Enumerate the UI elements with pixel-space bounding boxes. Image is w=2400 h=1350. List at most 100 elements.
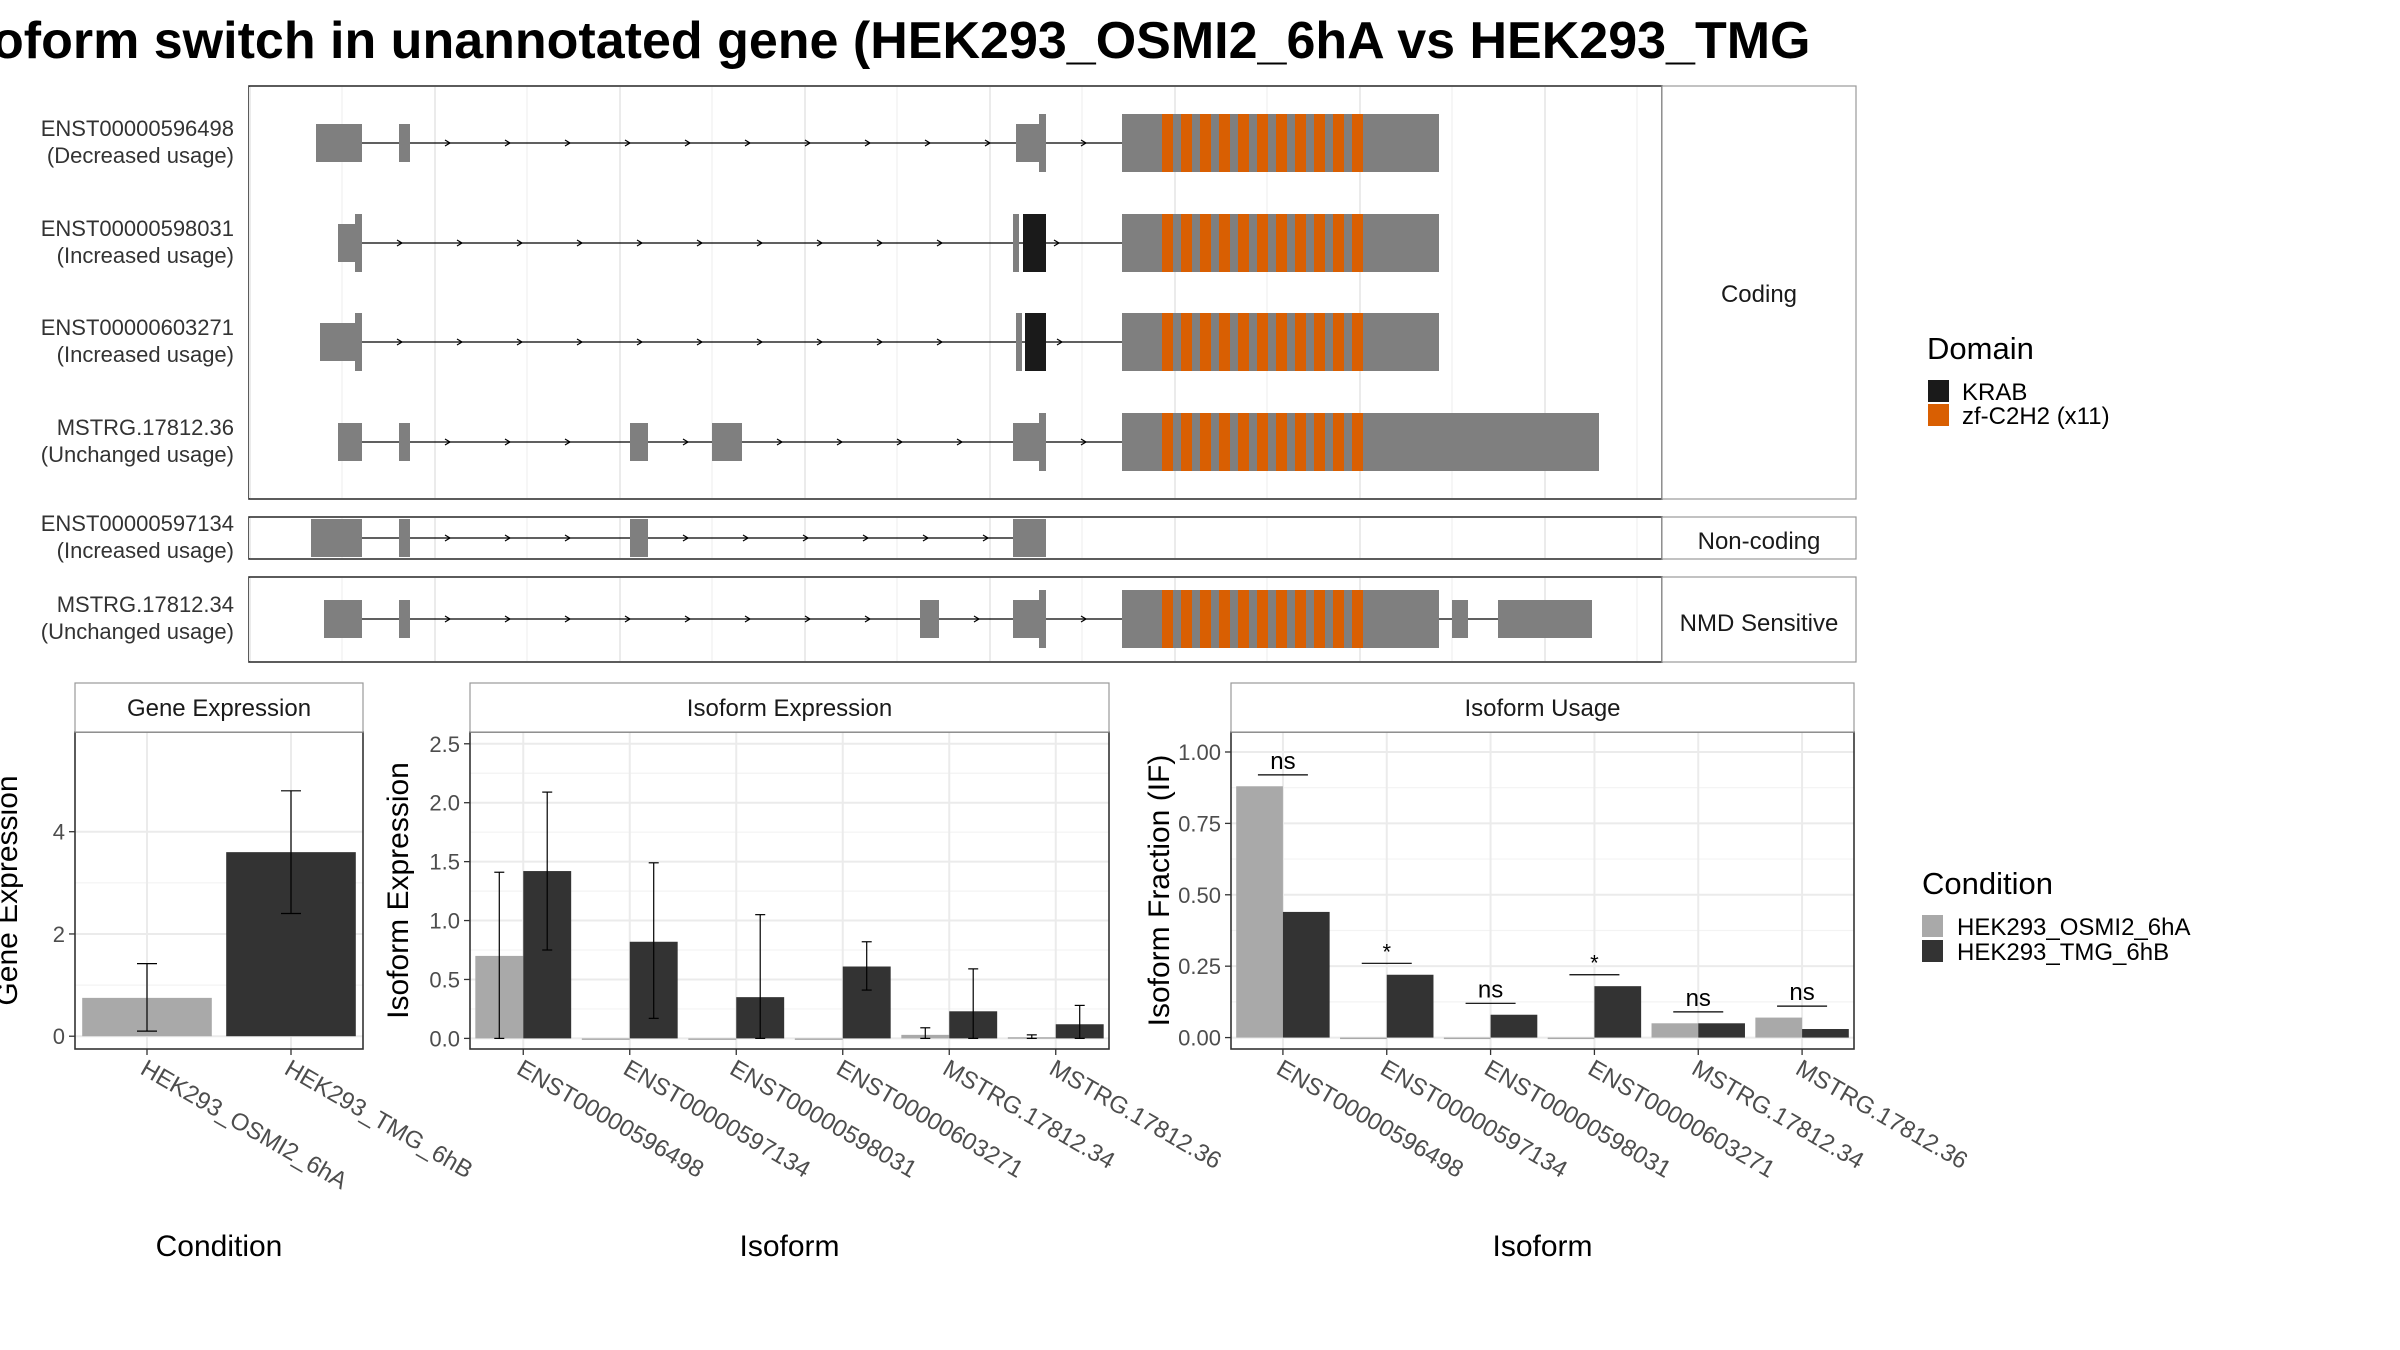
intron-direction-arrow	[504, 139, 512, 147]
x-tick-label: MSTRG.17812.34	[1687, 1055, 1868, 1175]
zf-c2h2-domain	[1238, 590, 1249, 648]
exon	[338, 423, 362, 461]
zf-c2h2-domain	[1295, 214, 1306, 272]
transcript-usage-label: (Increased usage)	[57, 243, 234, 268]
intron-direction-arrow	[576, 338, 584, 346]
transcript-row: ENST00000598031(Increased usage)	[41, 214, 1439, 272]
y-tick-label: 1.00	[1178, 740, 1221, 765]
zf-c2h2-domain	[1276, 114, 1287, 172]
group-strip	[1661, 85, 1857, 500]
group-strip-label: Coding	[1721, 281, 1797, 308]
zf-c2h2-domain	[1238, 313, 1249, 371]
exon	[338, 224, 355, 262]
exon	[399, 519, 410, 557]
intron-direction-arrow	[836, 438, 844, 446]
intron-direction-arrow	[504, 534, 512, 542]
zf-c2h2-domain	[1162, 114, 1173, 172]
domain-legend-label-zf: zf-C2H2 (x11)	[1962, 403, 2110, 430]
condition-legend-swatch-a	[1922, 915, 1943, 937]
intron-direction-arrow	[802, 534, 810, 542]
panel-strip	[1230, 682, 1855, 733]
y-tick-label: 0.0	[429, 1026, 460, 1051]
intron-direction-arrow	[744, 615, 752, 623]
intron-direction-arrow	[864, 139, 872, 147]
figure-title: oform switch in unannotated gene (HEK293…	[0, 12, 1810, 70]
zf-c2h2-domain	[1200, 114, 1211, 172]
bar	[794, 1038, 843, 1040]
zf-c2h2-domain	[1333, 413, 1344, 471]
krab-domain	[1025, 313, 1046, 371]
zf-c2h2-domain	[1352, 590, 1363, 648]
intron-direction-arrow	[624, 615, 632, 623]
significance-label: ns	[1789, 979, 1814, 1006]
condition-legend-label-a: HEK293_OSMI2_6hA	[1957, 914, 2190, 941]
x-tick-label: ENST00000596498	[512, 1055, 708, 1184]
exon	[1498, 600, 1592, 638]
condition-legend-swatch-b	[1922, 940, 1943, 962]
exon	[399, 124, 410, 162]
condition-legend-label-b: HEK293_TMG_6hB	[1957, 939, 2169, 966]
zf-c2h2-domain	[1162, 590, 1173, 648]
x-tick-label: MSTRG.17812.36	[1045, 1055, 1226, 1175]
zf-c2h2-domain	[1238, 114, 1249, 172]
exon	[1013, 519, 1046, 557]
exon	[1013, 600, 1039, 638]
krab-domain	[1023, 214, 1046, 272]
intron-direction-arrow	[696, 338, 704, 346]
intron-direction-arrow	[444, 438, 452, 446]
zf-c2h2-domain	[1181, 413, 1192, 471]
transcript-usage-label: (Increased usage)	[57, 342, 234, 367]
transcript-rows: ENST00000596498(Decreased usage) ENST0000…	[41, 114, 1599, 648]
exon	[1016, 313, 1022, 371]
exon	[311, 519, 362, 557]
intron-direction-arrow	[516, 338, 524, 346]
zf-c2h2-domain	[1162, 413, 1173, 471]
exon	[355, 214, 362, 272]
panel-strip-title: Isoform Expression	[687, 695, 892, 722]
exon	[1039, 590, 1046, 648]
intron-direction-arrow	[876, 338, 884, 346]
intron-direction-arrow	[956, 438, 964, 446]
intron-direction-arrow	[1053, 239, 1061, 247]
zf-c2h2-domain	[1181, 114, 1192, 172]
intron-direction-arrow	[776, 438, 784, 446]
transcript-usage-label: (Unchanged usage)	[41, 619, 234, 644]
transcript-row: ENST00000596498(Decreased usage)	[41, 114, 1439, 172]
zf-c2h2-domain	[1200, 214, 1211, 272]
cds-exon	[1122, 114, 1384, 172]
zf-c2h2-domain	[1257, 114, 1268, 172]
intron-direction-arrow	[922, 534, 930, 542]
y-tick-label: 1.0	[429, 909, 460, 934]
intron-direction-arrow	[456, 239, 464, 247]
zf-c2h2-domain	[1352, 313, 1363, 371]
intron-direction-arrow	[1080, 139, 1088, 147]
domain-legend: Domain KRAB zf-C2H2 (x11)	[1927, 331, 2110, 430]
transcript-usage-label: (Increased usage)	[57, 538, 234, 563]
x-tick-label: ENST00000596498	[1272, 1055, 1468, 1184]
intron-direction-arrow	[756, 338, 764, 346]
panel-strip-title: Gene Expression	[127, 695, 311, 722]
transcript-id-label: MSTRG.17812.34	[57, 592, 234, 617]
condition-legend: Condition HEK293_OSMI2_6hA HEK293_TMG_6h…	[1922, 866, 2190, 966]
zf-c2h2-domain	[1257, 214, 1268, 272]
intron-direction-arrow	[564, 139, 572, 147]
y-tick-label: 1.5	[429, 850, 460, 875]
domain-legend-label-krab: KRAB	[1962, 379, 2027, 406]
intron-direction-arrow	[504, 438, 512, 446]
y-tick-label: 2.5	[429, 732, 460, 757]
zf-c2h2-domain	[1200, 313, 1211, 371]
zf-c2h2-domain	[1295, 590, 1306, 648]
transcript-id-label: MSTRG.17812.36	[57, 415, 234, 440]
group-strip-label: Non-coding	[1698, 528, 1821, 555]
bar-panel-isoform-usage: ns * ns * ns ns Isoform Usage 0.00 0.25 0.50 0.75 1…	[1143, 682, 1972, 1263]
domain-legend-swatch-krab	[1928, 380, 1949, 402]
zf-c2h2-domain	[1181, 590, 1192, 648]
transcript-id-label: ENST00000603271	[41, 315, 234, 340]
zf-c2h2-domain	[1276, 413, 1287, 471]
zf-c2h2-domain	[1257, 590, 1268, 648]
zf-c2h2-domain	[1314, 214, 1325, 272]
zf-c2h2-domain	[1314, 590, 1325, 648]
